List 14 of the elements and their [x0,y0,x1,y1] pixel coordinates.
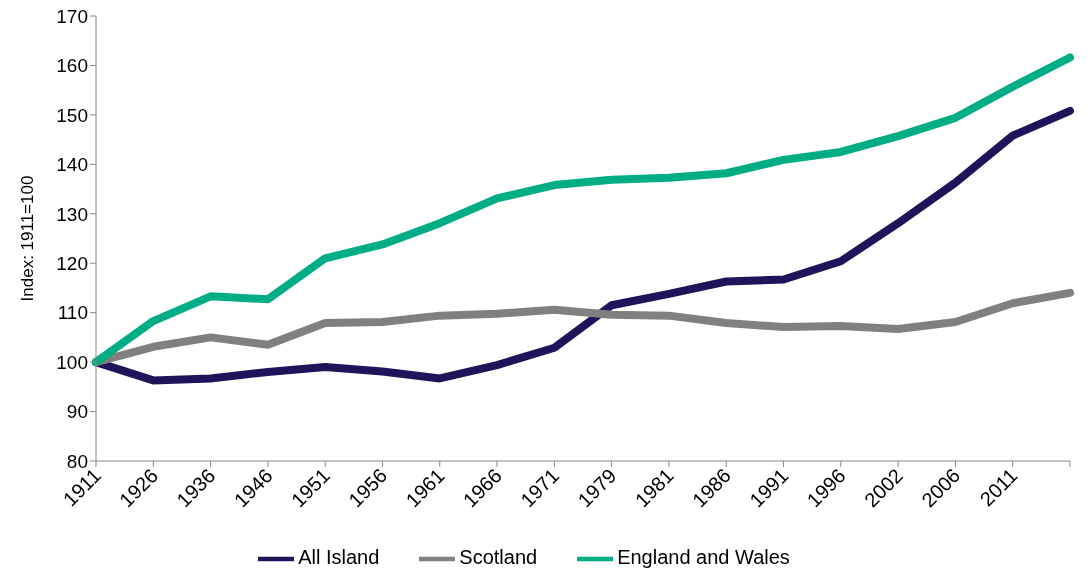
y-tick-label: 160 [56,55,88,77]
legend-label: England and Wales [617,546,790,569]
y-tick-label: 120 [56,252,88,274]
y-tick-label: 90 [66,401,88,423]
legend-label: Scotland [459,546,538,569]
y-tick-label: 100 [56,351,88,373]
y-tick-label: 140 [56,154,88,176]
y-tick-label: 170 [56,5,88,27]
y-axis-title: Index: 1911=100 [18,175,38,302]
y-tick-label: 150 [56,104,88,126]
y-tick-label: 130 [56,203,88,225]
y-tick-label: 80 [66,450,88,472]
y-tick-label: 110 [57,302,88,324]
legend-label: All Island [298,546,380,569]
